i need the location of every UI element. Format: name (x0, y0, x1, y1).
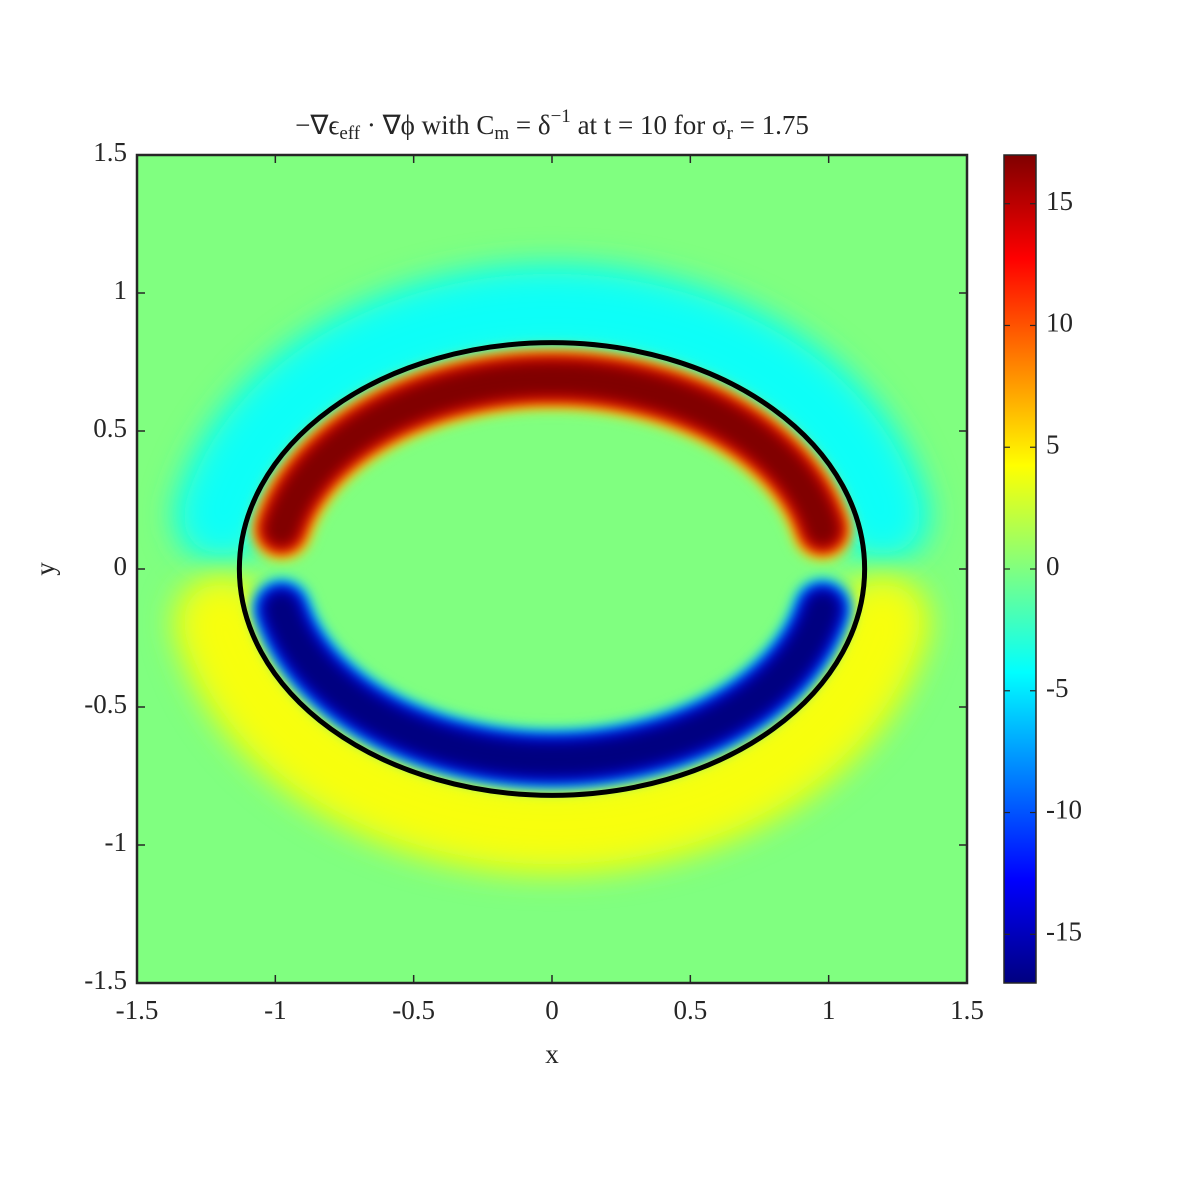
x-tick-label: 1.5 (950, 995, 984, 1025)
field-band (183, 273, 921, 555)
chart-title: −∇ϵeff​ · ∇ϕ with Cm​ = δ−1​ at t = 10 f… (295, 106, 809, 144)
field-band (263, 360, 841, 548)
colorbar-tick-label: 0 (1046, 551, 1060, 581)
field-band (183, 583, 921, 865)
y-tick-label: 0 (114, 551, 128, 581)
x-tick-label: 0 (545, 995, 559, 1025)
y-tick-label: -1 (105, 827, 128, 857)
x-tick-label: 0.5 (673, 995, 707, 1025)
colorbar-tick-label: 15 (1046, 186, 1073, 216)
colorbar-tick-label: 10 (1046, 308, 1073, 338)
x-axis-label: x (545, 1039, 559, 1069)
field-band (263, 590, 841, 778)
colorbar-tick-label: -5 (1046, 673, 1069, 703)
x-tick-label: 1 (822, 995, 836, 1025)
overlay: -1.5 -1 -0.5 0 0.5 1 1.5 -1.5 -1 -0.5 0 0.5 1 1.5 -15 -… (84, 137, 1082, 1025)
colorbar-tick-label: -15 (1046, 916, 1082, 946)
y-tick-label: 1.5 (93, 137, 127, 167)
y-tick-label: -0.5 (84, 689, 127, 719)
interface-ellipse (236, 340, 868, 798)
field (173, 264, 931, 874)
y-axis-label: y (30, 562, 60, 576)
colorbar-tick-label: 5 (1046, 429, 1060, 459)
y-tick-label: 0.5 (93, 413, 127, 443)
y-tick-label: 1 (114, 275, 128, 305)
colorbar-tick-label: -10 (1046, 795, 1082, 825)
x-tick-label: -1.5 (116, 995, 159, 1025)
x-tick-label: -0.5 (392, 995, 435, 1025)
x-tick-label: -1 (264, 995, 287, 1025)
y-tick-label: -1.5 (84, 965, 127, 995)
